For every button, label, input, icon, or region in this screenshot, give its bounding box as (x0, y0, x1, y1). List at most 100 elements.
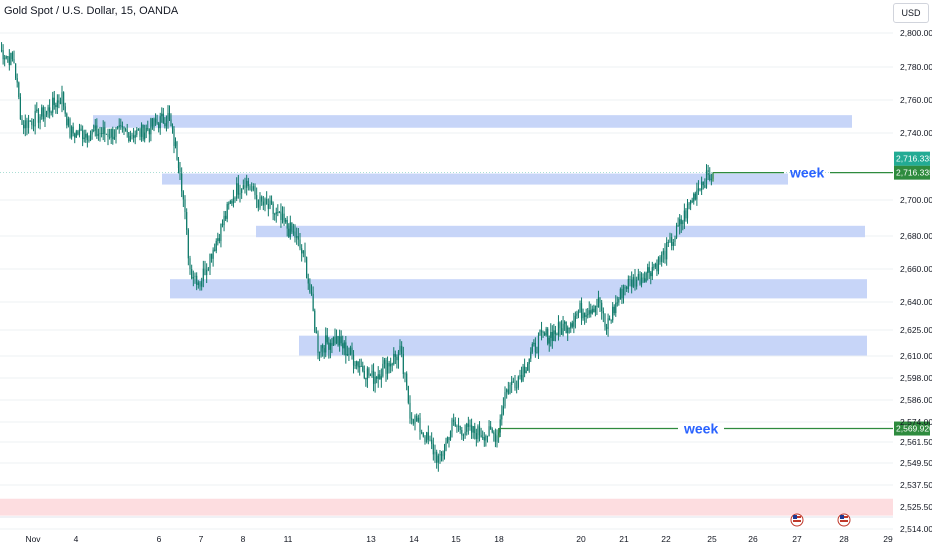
candle-body (368, 368, 370, 376)
candle-body (545, 328, 547, 336)
candle-body (409, 402, 411, 419)
candle-body (491, 429, 493, 433)
candle-body (454, 421, 456, 426)
candle-body (374, 376, 376, 384)
candle-body (588, 310, 590, 315)
candle-body (194, 275, 196, 278)
candle-body (159, 116, 161, 129)
candle-body (150, 118, 152, 135)
candle-body (34, 110, 36, 127)
candle-body (664, 250, 666, 260)
candle-body (380, 376, 382, 380)
price-badge (894, 421, 930, 436)
candle-body (493, 432, 495, 434)
candle-body (516, 387, 518, 389)
candle-body (376, 376, 378, 379)
candle-body (181, 173, 183, 192)
candle-body (29, 120, 31, 122)
candle-body (77, 131, 79, 135)
candle-body (5, 56, 7, 59)
candle-body (669, 237, 671, 243)
candle-body (579, 303, 581, 313)
y-tick-label: 2,514.000 (900, 524, 932, 534)
candle-body (524, 366, 526, 374)
candle-body (514, 382, 516, 388)
candle-body (184, 199, 186, 213)
candle-body (165, 123, 168, 127)
candle-body (654, 263, 656, 267)
candle-body (67, 118, 69, 126)
candle-body (148, 129, 150, 135)
candle-body (517, 376, 519, 388)
candle-body (507, 389, 509, 394)
candle-body (434, 451, 436, 455)
candle-body (672, 242, 674, 246)
candle-body (232, 197, 235, 204)
candle-body (342, 343, 344, 349)
candle-body (164, 123, 166, 127)
candle-body (478, 426, 481, 436)
candle-body (397, 351, 400, 361)
week-level-label: week (683, 421, 718, 437)
candle-body (23, 124, 25, 129)
candle-body (584, 312, 586, 317)
candle-body (228, 203, 230, 205)
candle-body (251, 189, 253, 191)
candle-body (602, 311, 604, 314)
candle-body (162, 113, 164, 124)
candle-body (580, 303, 583, 319)
candle-body (462, 435, 465, 436)
y-tick-label: 2,800.000 (900, 28, 932, 38)
candle-body (480, 435, 482, 437)
candle-body (467, 423, 469, 427)
candle-body (218, 238, 220, 242)
candle-body (58, 100, 60, 103)
flag-stripe (793, 520, 801, 522)
y-tick-label: 2,640.000 (900, 297, 932, 307)
candle-body (536, 352, 538, 354)
candle-body (283, 213, 285, 222)
candle-body (226, 204, 228, 219)
candle-body (247, 180, 249, 187)
y-tick-label: 2,680.000 (900, 231, 932, 241)
current-price-badge (894, 151, 930, 166)
candle-body (304, 250, 306, 258)
candle-body (202, 268, 204, 282)
candle-body (314, 310, 316, 332)
y-tick-label: 2,660.000 (900, 264, 932, 274)
candle-body (45, 110, 48, 115)
candle-body (501, 413, 503, 420)
candle-body (264, 199, 266, 206)
candle-body (112, 128, 114, 140)
candle-body (18, 82, 20, 98)
x-tick-label: Nov (25, 534, 41, 544)
resistance-zone (93, 115, 852, 128)
candle-body (694, 193, 696, 200)
candle-body (372, 370, 375, 384)
candle-body (94, 125, 96, 131)
candle-body (601, 302, 603, 312)
candle-body (647, 267, 649, 273)
candle-body (288, 228, 290, 237)
candle-body (297, 235, 299, 240)
candle-body (616, 302, 618, 304)
candles (0, 42, 714, 472)
candle-body (562, 323, 564, 335)
candle-body (189, 258, 191, 270)
candle-body (93, 130, 95, 131)
candle-body (432, 443, 434, 455)
candle-body (645, 272, 647, 282)
y-tick-label: 2,586.000 (900, 395, 932, 405)
candle-body (421, 431, 423, 434)
candle-body (571, 323, 573, 327)
candle-body (596, 305, 598, 307)
candle-body (528, 358, 530, 364)
candle-body (351, 347, 353, 355)
currency-selector[interactable]: USD (893, 3, 929, 23)
candle-body (656, 263, 658, 272)
candle-body (315, 331, 317, 334)
candle-body (683, 210, 685, 222)
candle-body (512, 381, 514, 383)
candle-body (220, 223, 222, 242)
